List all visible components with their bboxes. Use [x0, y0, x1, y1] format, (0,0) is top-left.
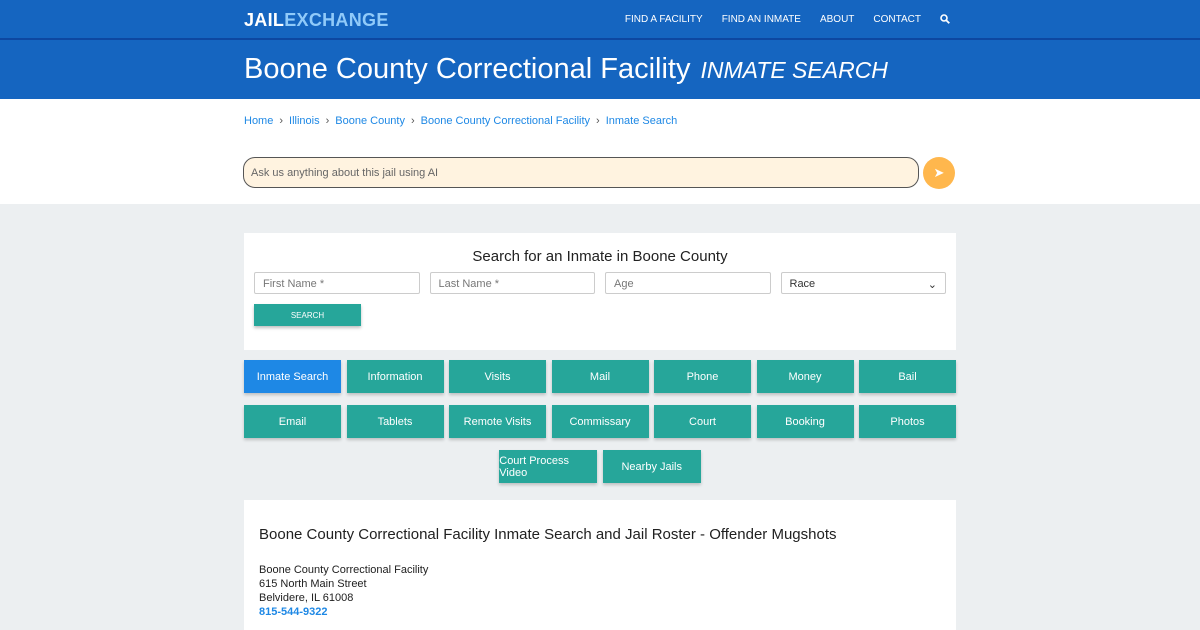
nav-find-inmate[interactable]: FIND AN INMATE: [721, 14, 801, 25]
first-name-input[interactable]: First Name *: [254, 272, 420, 294]
search-icon[interactable]: [940, 14, 950, 27]
facility-street: 615 North Main Street: [259, 578, 367, 590]
facility-info: Boone County Correctional Facility Inmat…: [244, 500, 956, 630]
breadcrumb-county[interactable]: Boone County: [335, 115, 405, 127]
nav-find-facility[interactable]: FIND A FACILITY: [624, 14, 703, 25]
facility-phone-link[interactable]: 815-544-9322: [259, 606, 328, 618]
nav-button-nearby-jails[interactable]: Nearby Jails: [602, 450, 701, 483]
nav-button-phone[interactable]: Phone: [654, 360, 751, 393]
nav-button-information[interactable]: Information: [346, 360, 444, 393]
age-input[interactable]: Age: [605, 272, 771, 294]
nav-button-money[interactable]: Money: [756, 360, 854, 393]
nav-button-bail[interactable]: Bail: [859, 360, 956, 393]
nav-button-court[interactable]: Court: [654, 405, 751, 438]
nav-button-court-process-video[interactable]: Court Process Video: [499, 450, 598, 483]
facility-name: Boone County Correctional Facility: [259, 564, 429, 576]
inmate-search-form: Search for an Inmate in Boone County Fir…: [244, 233, 956, 350]
nav-button-visits[interactable]: Visits: [449, 360, 546, 393]
nav-button-inmate-search[interactable]: Inmate Search: [244, 360, 341, 393]
ai-question-input[interactable]: Ask us anything about this jail using AI: [243, 157, 919, 188]
breadcrumb-state[interactable]: Illinois: [289, 115, 320, 127]
logo[interactable]: JAILEXCHANGE: [244, 10, 389, 30]
page-header: Boone County Correctional Facility INMATE…: [0, 40, 1200, 99]
chevron-down-icon: ⌄: [927, 279, 937, 291]
nav-button-photos[interactable]: Photos: [859, 405, 956, 438]
send-button[interactable]: ➤: [923, 157, 955, 189]
breadcrumb-home[interactable]: Home: [244, 115, 274, 127]
nav-button-email[interactable]: Email: [244, 405, 341, 438]
form-title: Search for an Inmate in Boone County: [472, 248, 728, 265]
breadcrumb-current[interactable]: Inmate Search: [605, 115, 678, 127]
breadcrumb: Home › Illinois › Boone County › Boone Coun…: [244, 115, 678, 127]
info-title: Boone County Correctional Facility Inmat…: [259, 526, 837, 543]
last-name-input[interactable]: Last Name *: [429, 272, 595, 294]
nav-button-commissary[interactable]: Commissary: [551, 405, 649, 438]
nav-contact[interactable]: CONTACT: [873, 14, 921, 25]
breadcrumb-facility[interactable]: Boone County Correctional Facility: [420, 115, 591, 127]
nav-button-remote-visits[interactable]: Remote Visits: [449, 405, 546, 438]
nav-about[interactable]: ABOUT: [819, 14, 855, 25]
paper-plane-icon: ➤: [933, 165, 945, 180]
race-select[interactable]: Race ⌄: [780, 272, 946, 294]
nav-button-mail[interactable]: Mail: [551, 360, 649, 393]
page-title: Boone County Correctional Facility INMATE…: [244, 53, 888, 85]
nav-button-tablets[interactable]: Tablets: [346, 405, 444, 438]
search-button[interactable]: SEARCH: [254, 304, 361, 326]
facility-city: Belvidere, IL 61008: [259, 592, 354, 604]
top-nav: JAILEXCHANGE FIND A FACILITY FIND AN INM…: [0, 0, 1200, 40]
nav-button-booking[interactable]: Booking: [756, 405, 854, 438]
